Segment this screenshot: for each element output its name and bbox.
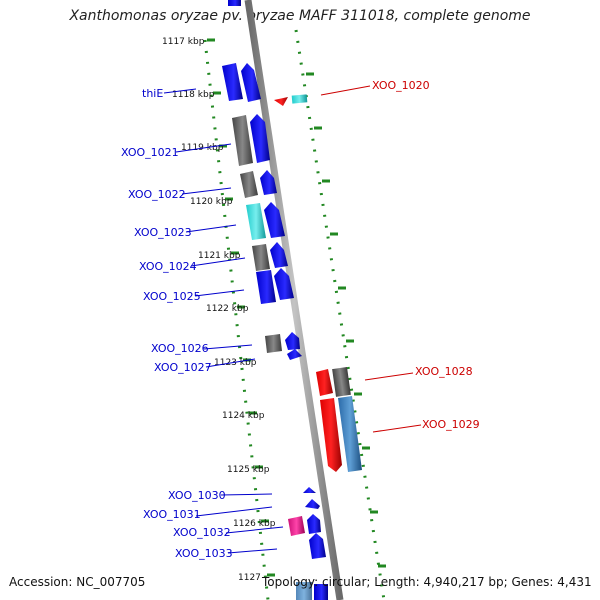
gene-label[interactable]: XOO_1028: [415, 365, 473, 378]
label-leaders: [163, 85, 422, 554]
gene-feature[interactable]: [316, 369, 333, 396]
gene-feature[interactable]: [228, 0, 241, 6]
gene-label[interactable]: XOO_1025: [143, 290, 201, 303]
gene-feature[interactable]: [264, 202, 285, 238]
scale-label: 1127: [238, 573, 261, 583]
gene-label[interactable]: XOO_1029: [422, 418, 480, 431]
gene-feature[interactable]: [256, 270, 276, 304]
gene-feature[interactable]: [338, 396, 362, 472]
gene-feature[interactable]: [320, 398, 342, 472]
scale-label: 1124 kbp: [222, 411, 265, 421]
gene-label[interactable]: XOO_1026: [151, 342, 209, 355]
gene-features: [222, 0, 362, 600]
gene-feature[interactable]: [285, 332, 300, 350]
scale-ticks: [207, 38, 275, 577]
gene-label[interactable]: thiE: [142, 87, 163, 100]
gene-feature[interactable]: [252, 244, 270, 271]
gene-feature[interactable]: [274, 97, 288, 106]
gene-label[interactable]: XOO_1031: [143, 508, 201, 521]
scale-label: 1117 kbp: [162, 37, 205, 47]
scale-track-outer: [294, 29, 386, 600]
gene-feature[interactable]: [288, 516, 305, 536]
genome-summary-text: Topology: circular; Length: 4,940,217 bp…: [262, 575, 592, 589]
gene-feature[interactable]: [314, 584, 328, 600]
gene-feature[interactable]: [241, 63, 261, 102]
gene-label[interactable]: XOO_1021: [121, 146, 179, 159]
gene-label[interactable]: XOO_1023: [134, 226, 192, 239]
scale-label: 1126 kbp: [233, 519, 276, 529]
gene-feature[interactable]: [332, 367, 351, 397]
gene-feature[interactable]: [274, 268, 294, 300]
gene-label[interactable]: XOO_1024: [139, 260, 197, 273]
outer-ticks: [306, 72, 386, 568]
gene-label[interactable]: XOO_1027: [154, 361, 212, 374]
gene-feature[interactable]: [303, 487, 316, 493]
gene-labels: thiE XOO_1021 XOO_1022 XOO_1023 XOO_1024…: [121, 79, 480, 560]
gene-feature[interactable]: [296, 582, 312, 600]
gene-feature[interactable]: [260, 170, 277, 195]
scale-label: 1118 kbp: [172, 90, 215, 100]
gene-label[interactable]: XOO_1030: [168, 489, 226, 502]
gene-label[interactable]: XOO_1033: [175, 547, 233, 560]
gene-feature[interactable]: [270, 242, 288, 268]
genome-title: Xanthomonas oryzae pv. oryzae MAFF 31101…: [69, 8, 531, 24]
gene-label[interactable]: XOO_1032: [173, 526, 231, 539]
gene-feature[interactable]: [307, 514, 321, 534]
gene-feature[interactable]: [305, 499, 320, 509]
gene-feature[interactable]: [222, 63, 243, 101]
gene-feature[interactable]: [232, 115, 253, 166]
genome-backbone: [244, 0, 344, 600]
gene-label[interactable]: XOO_1020: [372, 79, 430, 92]
scale-label: 1121 kbp: [198, 251, 241, 261]
gene-feature[interactable]: [246, 203, 266, 240]
scale-label: 1123 kbp: [214, 358, 257, 368]
scale-label: 1125 kbp: [227, 465, 270, 475]
gene-feature[interactable]: [291, 94, 308, 104]
gene-feature[interactable]: [240, 171, 258, 198]
gene-feature[interactable]: [287, 349, 302, 360]
scale-label: 1122 kbp: [206, 304, 249, 314]
accession-text: Accession: NC_007705: [9, 575, 146, 589]
gene-feature[interactable]: [265, 334, 282, 353]
scale-label: 1120 kbp: [190, 197, 233, 207]
gene-feature[interactable]: [250, 114, 270, 163]
gene-feature[interactable]: [309, 533, 326, 559]
gene-label[interactable]: XOO_1022: [128, 188, 186, 201]
